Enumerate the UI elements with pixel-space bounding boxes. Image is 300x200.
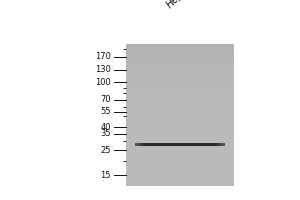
Text: 25: 25 — [100, 146, 111, 155]
Text: 40: 40 — [100, 123, 111, 132]
Text: 100: 100 — [95, 78, 111, 87]
Text: 15: 15 — [100, 171, 111, 180]
Text: 70: 70 — [100, 95, 111, 104]
Text: 35: 35 — [100, 129, 111, 138]
Text: 170: 170 — [95, 52, 111, 61]
Text: HepG2: HepG2 — [165, 0, 195, 10]
Text: 55: 55 — [100, 107, 111, 116]
Text: 130: 130 — [95, 65, 111, 74]
